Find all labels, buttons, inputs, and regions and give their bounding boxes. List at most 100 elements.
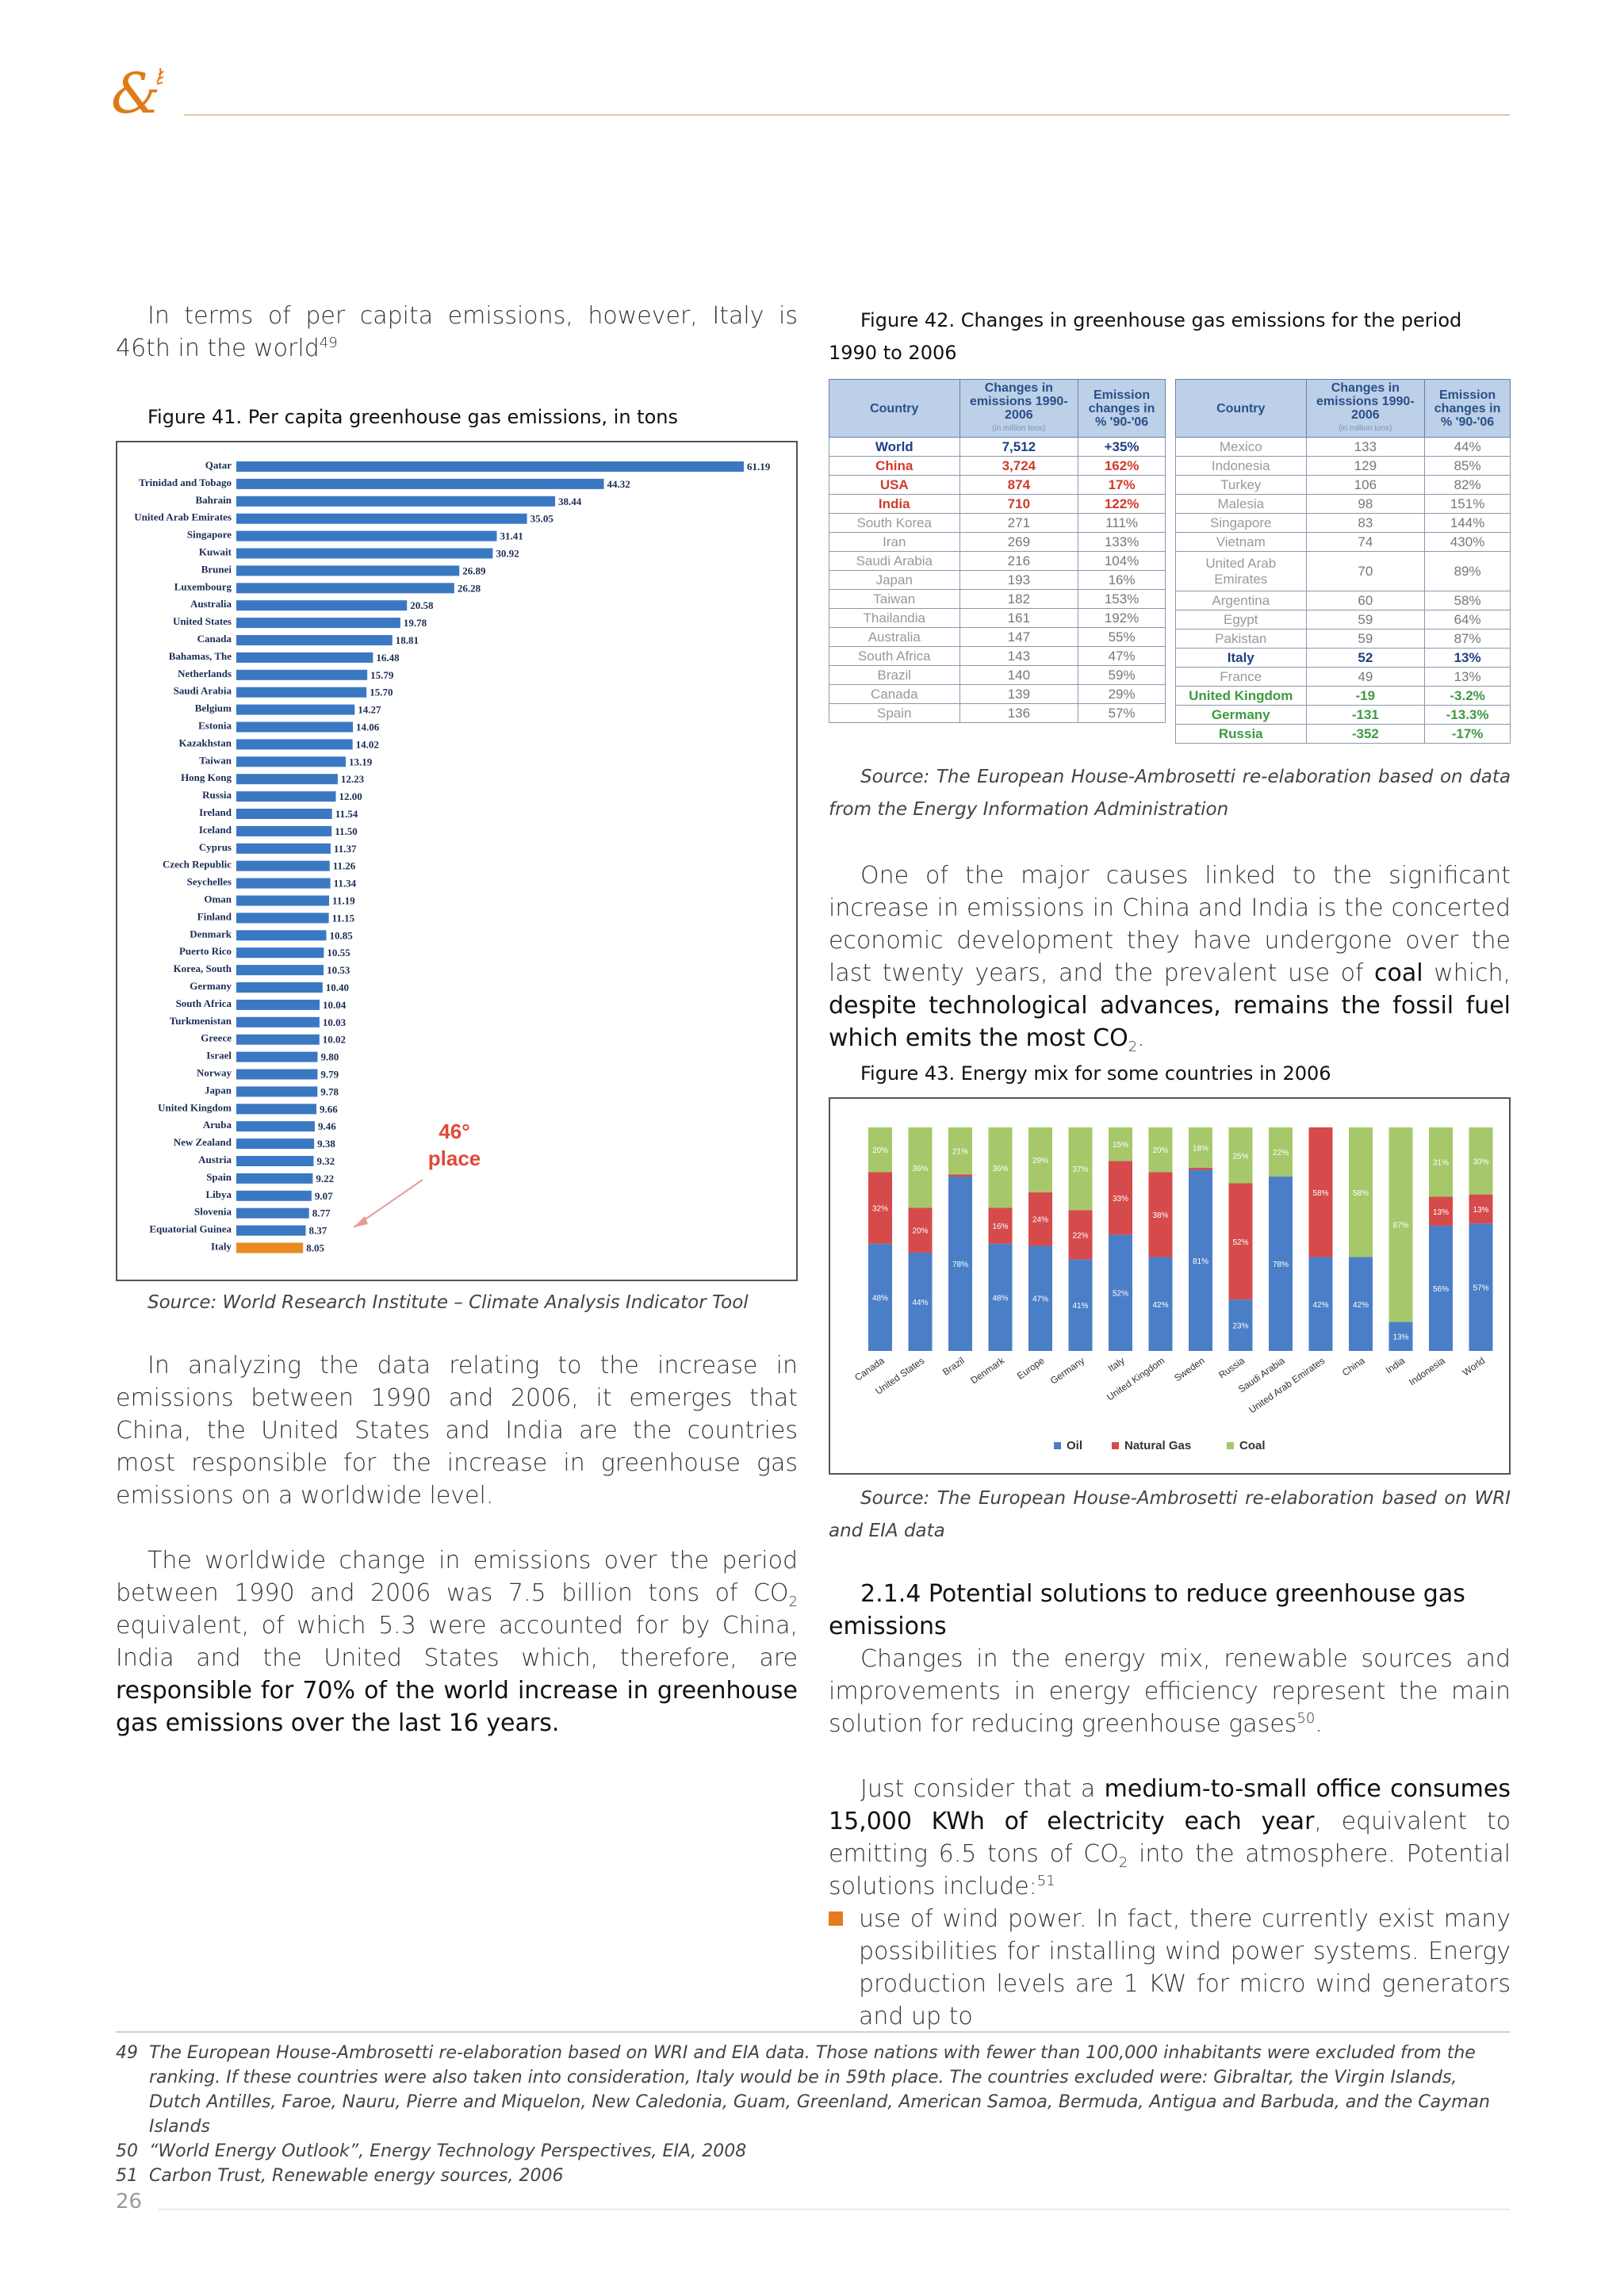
bar-category-label: Austria <box>198 1154 232 1165</box>
bar-category-label: Saudi Arabia <box>174 685 232 697</box>
category-label: Brazil <box>940 1355 967 1378</box>
segment-value-label: 33% <box>1113 1195 1128 1203</box>
bar-category-label: Libya <box>205 1188 232 1200</box>
table-row: Argentina 60 58% <box>1175 591 1511 610</box>
table-row: Brazil 140 59% <box>829 665 1166 685</box>
bar <box>236 618 400 629</box>
bar-category-label: Canada <box>197 633 232 645</box>
bar <box>236 1121 315 1132</box>
segment-value-label: 18% <box>1193 1144 1208 1153</box>
percent-cell: 122% <box>1078 494 1166 514</box>
bar <box>236 809 332 819</box>
percent-cell: 133% <box>1078 532 1166 552</box>
bar <box>236 1051 318 1062</box>
stack-segment-oil <box>1189 1169 1212 1351</box>
country-cell: Brazil <box>829 665 960 685</box>
bar-category-label: Ireland <box>199 806 232 818</box>
bar-category-label: Estonia <box>198 720 232 732</box>
table-row: Japan 193 16% <box>829 570 1166 590</box>
segment-value-label: 24% <box>1032 1216 1048 1225</box>
bar <box>236 913 329 924</box>
bar <box>236 513 527 524</box>
segment-value-label: 42% <box>1152 1301 1168 1310</box>
change-cell: 271 <box>959 513 1079 533</box>
bar <box>236 669 368 680</box>
country-cell: Turkey <box>1175 475 1307 495</box>
footnotes: 49 The European House-Ambrosetti re-elabo… <box>116 2041 1511 2188</box>
change-cell: 140 <box>959 665 1079 685</box>
segment-value-label: 87% <box>1392 1222 1408 1230</box>
percent-cell: 104% <box>1078 551 1166 571</box>
category-label: India <box>1384 1355 1408 1376</box>
segment-value-label: 29% <box>1032 1157 1048 1165</box>
figure-42-table-left: Country Changes in emissions 1990-2006 (i… <box>829 379 1166 723</box>
bar-value-label: 8.37 <box>309 1225 327 1237</box>
percent-cell: 64% <box>1424 610 1511 629</box>
bar-value-label: 26.28 <box>458 582 481 594</box>
table-row: France 49 13% <box>1175 667 1511 687</box>
bar-category-label: Netherlands <box>178 668 232 679</box>
stack-segment-coal <box>908 1127 933 1208</box>
segment-value-label: 20% <box>1152 1146 1168 1155</box>
table-row: South Korea 271 111% <box>829 513 1166 533</box>
country-cell: Pakistan <box>1175 629 1307 649</box>
bar-category-label: Australia <box>190 598 232 610</box>
bar-value-label: 10.02 <box>323 1034 346 1046</box>
bar-category-label: Equatorial Guinea <box>149 1223 232 1235</box>
figure-43-source: Source: The European House-Ambrosetti re… <box>829 1488 1511 1541</box>
change-cell: 59 <box>1305 629 1426 649</box>
stack-segment-natural-gas <box>1228 1183 1253 1300</box>
bar-value-label: 9.38 <box>317 1138 335 1150</box>
bar-category-label: Japan <box>205 1084 232 1096</box>
table-row: Singapore 83 144% <box>1175 513 1511 533</box>
category-label: China <box>1340 1355 1367 1379</box>
change-cell: 133 <box>1305 437 1426 457</box>
table-row: Taiwan 182 153% <box>829 589 1166 609</box>
percent-cell: +35% <box>1078 437 1166 457</box>
change-cell: 49 <box>1305 667 1426 687</box>
change-cell: 182 <box>959 589 1079 609</box>
country-cell: Canada <box>829 684 960 704</box>
table-header-percent: Emission changes in % '90-'06 <box>1078 379 1166 438</box>
country-cell: USA <box>829 475 960 495</box>
bar-category-label: Israel <box>206 1050 232 1062</box>
bar-category-label: Czech Republic <box>163 859 232 871</box>
segment-value-label: 16% <box>992 1223 1008 1231</box>
bar <box>236 1104 317 1115</box>
segment-value-label: 20% <box>872 1146 888 1155</box>
bar-category-label: United Arab Emirates <box>134 511 232 523</box>
bar <box>236 478 604 489</box>
bar <box>236 756 346 767</box>
stack-segment-oil <box>868 1243 892 1351</box>
percent-cell: 13% <box>1424 648 1511 668</box>
bar <box>236 843 331 854</box>
table-header-country: Country <box>1175 379 1307 438</box>
bar-category-label: Italy <box>211 1241 232 1253</box>
country-cell: Japan <box>829 570 960 590</box>
change-cell: 216 <box>959 551 1079 571</box>
causes-paragraph: One of the major causes linked to the si… <box>829 862 1511 1055</box>
segment-value-label: 58% <box>1353 1189 1369 1198</box>
footnote-text: The European House-Ambrosetti re-elabora… <box>149 2043 1490 2137</box>
table-row: India 710 122% <box>829 494 1166 514</box>
bar <box>236 721 354 733</box>
percent-cell: 85% <box>1424 456 1511 476</box>
segment-value-label: 22% <box>1072 1231 1088 1240</box>
bar <box>236 982 323 993</box>
bar-value-label: 11.26 <box>333 860 356 872</box>
stack-segment-coal <box>1469 1127 1493 1195</box>
segment-value-label: 36% <box>992 1165 1008 1173</box>
bar-value-label: 11.50 <box>335 825 358 837</box>
table-row: Iran 269 133% <box>829 532 1166 552</box>
bar-category-label: New Zealand <box>174 1136 232 1148</box>
country-cell: Italy <box>1175 648 1307 668</box>
bar <box>236 1190 312 1201</box>
bar <box>236 1156 314 1166</box>
percent-cell: 89% <box>1424 551 1511 591</box>
bar <box>236 860 330 871</box>
table-row: Pakistan 59 87% <box>1175 629 1511 649</box>
table-header-changes: Changes in emissions 1990-2006 (in millio… <box>959 379 1079 438</box>
table-row: Italy 52 13% <box>1175 648 1511 668</box>
table-row: Australia 147 55% <box>829 627 1166 647</box>
stack-segment-natural-gas <box>1189 1167 1212 1170</box>
